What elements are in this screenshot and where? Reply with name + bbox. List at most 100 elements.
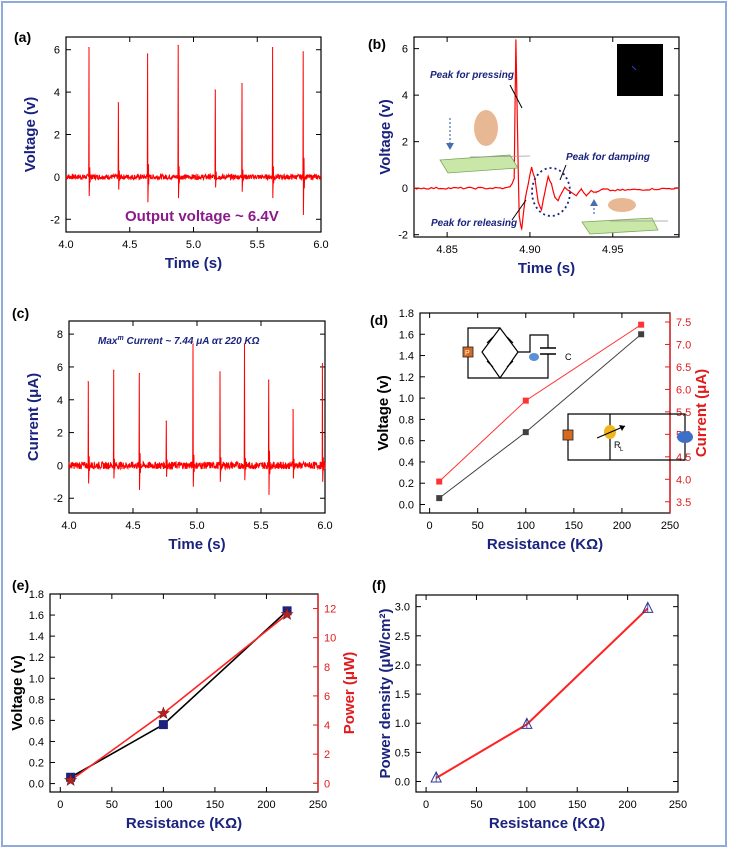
- chart-panel-b: 4.85 4.90 4.95 -2 0 2 4 6 Time (s) Voltage (v): [377, 36, 680, 277]
- y2-tick-label: 10: [324, 633, 336, 645]
- voltage-zoom-point: [590, 189, 592, 191]
- x-tick-label: 150: [206, 799, 224, 811]
- y-tick-label: 0.8: [29, 694, 44, 706]
- y2-tick-label: 6.0: [676, 384, 691, 396]
- x-tick-label: 100: [518, 799, 536, 811]
- x-tick-label: 100: [517, 520, 535, 532]
- chart-panel-d: 0 50 100 150 200 250 0.0 0.2 0.4 0.6 0.8 1.0 1.2 1.4 1…: [375, 308, 710, 553]
- y-tick-label: 4: [402, 90, 408, 102]
- y2-tick-label: 4: [324, 720, 330, 732]
- current-peak: [165, 420, 167, 422]
- x-tick-label: 250: [309, 799, 327, 811]
- current-point: [638, 321, 645, 328]
- finger-press-illustration: [439, 110, 531, 174]
- x-tick-label: 6.0: [313, 239, 328, 251]
- y2-tick-label: 3.5: [676, 497, 691, 509]
- y-tick-label: 0: [54, 172, 60, 184]
- y-tick-label: 3.0: [395, 602, 410, 614]
- power-density-line: [435, 607, 649, 779]
- chart-panel-a: 4.0 4.5 5.0 5.5 6.0 -2 0 2 4 6 Time (s) Voltage (v)…: [22, 36, 329, 272]
- x-tick-label: 250: [669, 799, 687, 811]
- y-tick-label: 6: [402, 44, 408, 56]
- x-axis-label: Resistance (KΩ): [126, 815, 242, 832]
- voltage-zoom-point: [413, 187, 415, 189]
- annotation-output-voltage: Output voltage ~ 6.4V: [125, 208, 279, 225]
- voltage-zoom-point: [513, 178, 515, 180]
- chart-panel-e: 0 50 100 150 200 2500.00.20.40.60.81.01.21.41…: [9, 589, 358, 832]
- x-tick-label: 5.5: [253, 520, 268, 532]
- voltage-zoom-point: [515, 38, 517, 40]
- y-tick-label: 0.0: [29, 779, 44, 791]
- voltage-peak: [271, 46, 274, 49]
- y-axis-label: Voltage (v): [22, 97, 39, 173]
- voltage-zoom-point: [509, 186, 511, 188]
- y-tick-label: 1.6: [29, 610, 44, 622]
- current-peak: [292, 409, 294, 411]
- y-tick-label: -2: [53, 493, 63, 505]
- y-tick-label: 2: [57, 428, 63, 440]
- plot-frame: [419, 312, 671, 514]
- panel-label-f: (f): [372, 577, 386, 593]
- x-tick-label: 50: [472, 520, 484, 532]
- y-tick-label: 4: [54, 87, 60, 99]
- current-peak: [243, 343, 245, 345]
- y2-tick-label: 7.0: [676, 339, 691, 351]
- y-tick-label: 0.0: [399, 499, 414, 511]
- x-axis-label: Time (s): [168, 536, 225, 553]
- plot-frame: [415, 594, 679, 793]
- x-tick-label: 4.0: [61, 520, 76, 532]
- y2-tick-label: 7.5: [676, 317, 691, 329]
- x-axis-label: Resistance (KΩ): [489, 815, 605, 832]
- y-tick-label: 0.2: [29, 758, 44, 770]
- voltage-peak: [147, 53, 149, 55]
- voltage-zoom-point: [612, 189, 614, 191]
- voltage-zoom-point: [585, 195, 587, 197]
- svg-text:L: L: [620, 447, 624, 453]
- y-tick-label: 0.6: [29, 715, 44, 727]
- x-axis-label: Resistance (KΩ): [487, 536, 603, 553]
- chart-panel-f: 0 50 100 150 200 250 0.0 0.5 1.0 1.5 2.0 2.5 3.0 Resi…: [377, 594, 687, 832]
- voltage-zoom-point: [524, 199, 526, 201]
- voltage-point: [638, 331, 645, 338]
- current-peak: [113, 369, 115, 371]
- annotation-releasing: Peak for releasing: [431, 218, 517, 229]
- y-tick-label: 6: [57, 362, 63, 374]
- y-tick-label: 0.6: [399, 436, 414, 448]
- finger-release-illustration: [581, 198, 668, 235]
- y-tick-label: 0.2: [399, 478, 414, 490]
- svg-text:R: R: [614, 440, 621, 450]
- y-tick-label: 1.0: [29, 673, 44, 685]
- voltage-series-line: [70, 610, 288, 778]
- x-tick-label: 6.0: [317, 520, 332, 532]
- y-tick-label: 4: [57, 395, 63, 407]
- y-tick-label: 0: [402, 183, 408, 195]
- y2-tick-label: 5.5: [676, 407, 691, 419]
- svg-text:C: C: [565, 352, 572, 362]
- annotation-damping: Peak for damping: [566, 152, 650, 163]
- voltage-zoom-point: [547, 176, 549, 178]
- svg-text:P: P: [465, 350, 470, 357]
- panel-label-b: (b): [368, 36, 386, 52]
- voltage-zoom-point: [569, 189, 571, 191]
- voltage-peak: [214, 89, 216, 91]
- x-tick-label: 4.0: [58, 239, 73, 251]
- voltage-peak: [302, 51, 304, 53]
- voltage-zoom-point: [557, 199, 559, 201]
- plot-frame: [65, 36, 322, 233]
- x-tick-label: 200: [618, 799, 636, 811]
- y-tick-label: 2.5: [395, 631, 410, 643]
- voltage-point: [158, 720, 168, 730]
- x-tick-label: 5.0: [186, 239, 201, 251]
- voltage-zoom-point: [602, 188, 604, 190]
- x-tick-label: 4.85: [436, 244, 457, 256]
- y-tick-label: 2: [402, 137, 408, 149]
- y-tick-label: 2.0: [395, 660, 410, 672]
- voltage-zoom-point: [537, 201, 539, 203]
- voltage-point: [522, 429, 529, 436]
- y-tick-label: 1.4: [399, 351, 414, 363]
- y-tick-label: 1.4: [29, 631, 44, 643]
- annotation-pressing: Peak for pressing: [430, 70, 514, 81]
- y-tick-label: -2: [50, 214, 60, 226]
- plot-frame: [68, 320, 326, 514]
